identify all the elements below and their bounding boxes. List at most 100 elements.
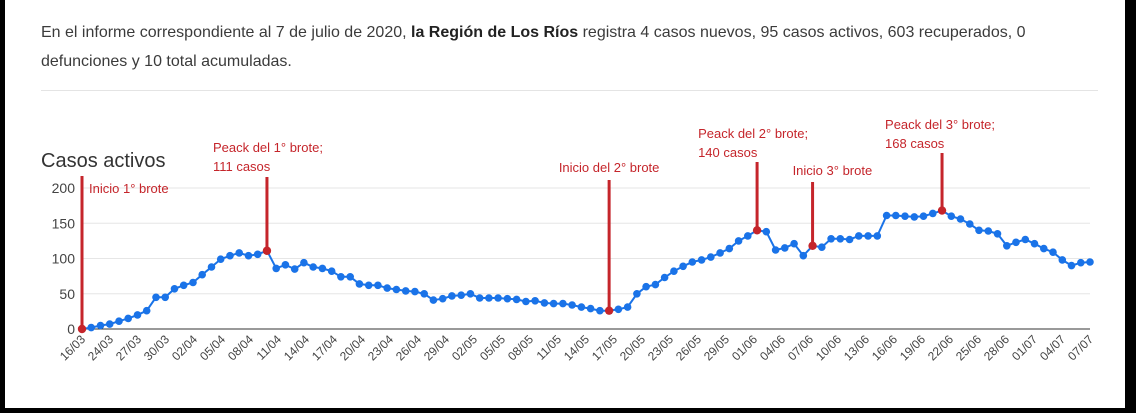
x-tick-label: 25/06 [953, 332, 984, 363]
data-point [744, 232, 752, 240]
x-tick-label: 23/04 [365, 332, 396, 363]
data-point [919, 212, 928, 220]
data-point [512, 295, 521, 304]
data-point [799, 251, 808, 260]
x-tick-label: 16/06 [869, 332, 900, 363]
data-point [975, 226, 983, 235]
annotation-label: Inicio del 2° brote [559, 160, 660, 175]
data-point [420, 290, 429, 298]
data-point [115, 317, 123, 326]
data-point [522, 297, 530, 306]
annotation-marker [808, 241, 817, 251]
data-point [670, 267, 678, 276]
x-tick-label: 29/04 [421, 332, 452, 363]
annotation-label: Peack del 2° brote; [698, 126, 808, 141]
data-point [346, 273, 355, 281]
data-point [623, 303, 632, 311]
data-point [716, 249, 724, 257]
chart-title: Casos activos [41, 150, 166, 172]
y-tick-label: 200 [52, 180, 76, 196]
annotation-marker [262, 246, 272, 255]
data-point [697, 256, 706, 264]
data-point [152, 293, 160, 302]
data-point [559, 299, 567, 308]
data-point [633, 290, 641, 298]
data-point [96, 321, 105, 330]
data-point [1067, 261, 1076, 270]
x-tick-label: 05/05 [477, 332, 508, 363]
data-point [485, 294, 493, 302]
data-point [475, 294, 484, 302]
data-point [87, 323, 95, 332]
data-point [198, 270, 206, 279]
data-point [364, 281, 373, 290]
data-point [855, 232, 863, 240]
annotation-marker [604, 306, 614, 315]
data-point [660, 273, 669, 282]
data-point [910, 213, 919, 221]
data-point [929, 209, 937, 218]
data-point [818, 243, 826, 251]
x-tick-label: 24/03 [85, 332, 116, 363]
x-tick-label: 16/03 [57, 332, 88, 363]
x-tick-label: 01/06 [729, 332, 760, 363]
y-tick-label: 100 [52, 251, 76, 267]
x-tick-label: 28/06 [981, 332, 1012, 363]
data-point [411, 287, 419, 296]
data-point [781, 244, 789, 252]
data-point [327, 267, 336, 276]
y-tick-label: 50 [59, 286, 75, 302]
data-point [503, 294, 512, 303]
divider [41, 90, 1098, 91]
data-point [707, 253, 715, 261]
data-point [882, 211, 891, 220]
active-cases-chart: Casos activos 0 50 100 150 200 16/0324/0327/03… [41, 117, 1096, 363]
x-tick-label: 02/04 [169, 332, 200, 363]
data-point [216, 255, 225, 263]
data-point [494, 294, 502, 302]
annotation-label: 140 casos [698, 145, 758, 160]
data-point [1077, 258, 1085, 267]
x-tick-label: 05/04 [197, 332, 228, 363]
x-tick-label: 08/04 [225, 332, 256, 363]
x-tick-label: 14/04 [281, 332, 312, 363]
data-point [1058, 256, 1067, 264]
data-point [318, 264, 327, 273]
data-point [170, 285, 179, 293]
x-tick-label: 27/03 [113, 332, 144, 363]
data-point [901, 212, 909, 220]
x-tick-label: 29/05 [701, 332, 732, 363]
x-tick-label: 08/05 [505, 332, 536, 363]
data-point [244, 251, 253, 260]
data-point [947, 212, 956, 220]
data-point [161, 293, 169, 302]
data-point [401, 287, 410, 295]
x-tick-label: 04/06 [757, 332, 788, 363]
data-point [133, 311, 142, 319]
x-tick-label: 07/07 [1065, 332, 1096, 363]
x-tick-label: 22/06 [925, 332, 956, 363]
data-point [235, 249, 243, 257]
data-point [142, 306, 151, 315]
x-tick-label: 26/05 [673, 332, 704, 363]
x-tick-label: 10/06 [813, 332, 844, 363]
data-point [1040, 244, 1048, 253]
data-point [189, 278, 197, 287]
data-point [864, 232, 872, 240]
data-point [596, 306, 604, 315]
data-point [614, 305, 623, 314]
data-point [568, 301, 576, 309]
data-point [827, 235, 835, 243]
data-point [383, 284, 392, 292]
data-point [179, 281, 188, 290]
report-text-before: En el informe correspondiente al 7 de ju… [41, 24, 412, 41]
data-point [1003, 242, 1011, 250]
annotation-marker [752, 226, 762, 235]
data-point [253, 250, 262, 259]
data-point [642, 282, 650, 291]
data-point [337, 273, 345, 281]
data-point [734, 237, 743, 245]
annotation-label: 168 casos [885, 136, 945, 151]
data-point [309, 263, 318, 271]
data-point [1049, 248, 1057, 256]
